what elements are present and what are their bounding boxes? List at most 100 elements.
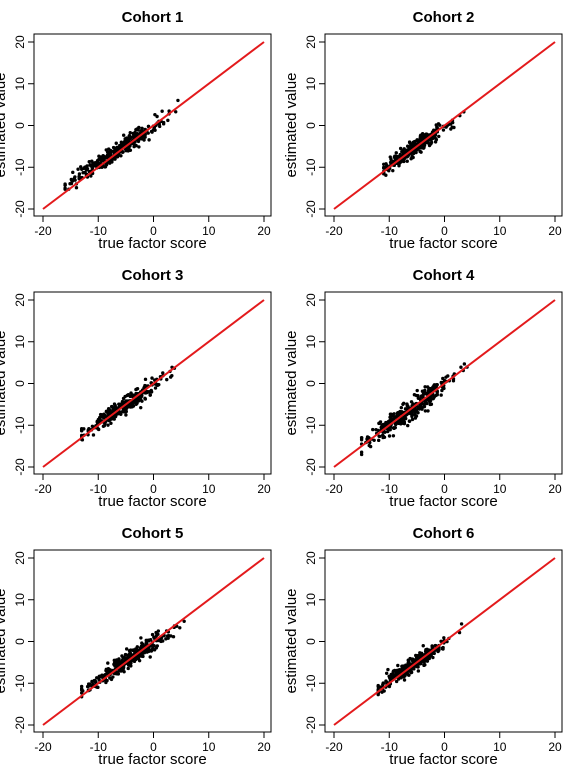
scatter-point xyxy=(409,142,413,147)
scatter-point xyxy=(394,154,398,159)
scatter-point xyxy=(402,678,407,682)
x-tick-label: 10 xyxy=(493,740,507,754)
y-axis-label: estimated value xyxy=(0,330,9,435)
scatter-point xyxy=(397,162,401,166)
scatter-point xyxy=(68,182,72,186)
identity-reference-line xyxy=(42,41,265,210)
x-tick-label: -10 xyxy=(90,482,108,496)
x-axis-label: true factor score xyxy=(389,235,497,252)
scatter-point xyxy=(392,426,396,430)
x-tick-label: -20 xyxy=(325,224,343,238)
x-axis-label: true factor score xyxy=(98,235,206,252)
scatter-point xyxy=(394,151,398,155)
scatter-point xyxy=(134,391,138,396)
scatter-point xyxy=(79,428,84,433)
scatter-point xyxy=(418,149,422,154)
scatter-point xyxy=(419,652,423,656)
scatter-point xyxy=(158,124,162,129)
scatter-point xyxy=(121,396,126,401)
y-tick-label: -20 xyxy=(304,458,318,476)
scatter-point xyxy=(133,657,137,662)
scatter-point xyxy=(393,422,398,426)
scatter-point xyxy=(90,166,95,170)
x-tick-label: 10 xyxy=(493,224,507,238)
scatter-point xyxy=(444,375,448,379)
scatter-point xyxy=(398,146,403,151)
scatter-point xyxy=(402,421,407,426)
scatter-point xyxy=(139,636,143,640)
scatter-point xyxy=(416,394,420,398)
scatter-point xyxy=(386,667,390,672)
scatter-point xyxy=(155,644,159,648)
scatter-point xyxy=(459,365,463,369)
scatter-point xyxy=(148,655,152,659)
scatter-point xyxy=(391,670,395,674)
scatter-point xyxy=(421,143,425,147)
scatter-point xyxy=(386,429,390,434)
scatter-point xyxy=(423,385,427,389)
scatter-point xyxy=(415,388,419,393)
scatter-point xyxy=(409,670,414,675)
scatter-point xyxy=(143,135,147,139)
scatter-point xyxy=(146,131,150,135)
scatter-point xyxy=(365,435,370,439)
scatter-point xyxy=(428,654,433,658)
x-tick-label: -10 xyxy=(381,740,399,754)
scatter-point xyxy=(97,419,102,423)
scatter-point xyxy=(77,172,82,176)
scatter-point xyxy=(95,676,99,680)
scatter-point xyxy=(69,177,73,182)
scatter-point xyxy=(77,175,82,179)
scatter-point xyxy=(387,434,392,438)
scatter-point xyxy=(146,124,151,129)
scatter-point xyxy=(154,634,159,638)
scatter-point xyxy=(412,141,416,146)
y-axis-label: estimated value xyxy=(0,72,9,177)
scatter-point xyxy=(121,133,126,137)
scatter-point xyxy=(431,384,436,389)
scatter-point xyxy=(156,629,161,633)
scatter-point xyxy=(152,635,156,639)
scatter-point xyxy=(152,643,156,648)
data-points xyxy=(63,98,180,191)
scatter-point xyxy=(104,148,108,152)
scatter-point xyxy=(407,419,412,423)
y-tick-label: -20 xyxy=(304,716,318,734)
scatter-point xyxy=(150,130,154,134)
scatter-point xyxy=(391,434,396,438)
scatter-point xyxy=(129,391,133,395)
scatter-point xyxy=(140,126,144,130)
scatter-point xyxy=(441,128,446,132)
scatter-point xyxy=(129,661,133,665)
scatter-point xyxy=(420,132,425,136)
y-tick-label: 20 xyxy=(13,293,27,307)
scatter-point xyxy=(424,398,428,403)
identity-reference-line xyxy=(42,557,265,726)
x-tick-label: 20 xyxy=(257,224,271,238)
scatter-point xyxy=(101,154,105,158)
scatter-point xyxy=(143,397,148,401)
scatter-point xyxy=(135,401,139,405)
chart-title: Cohort 6 xyxy=(413,525,475,542)
scatter-point xyxy=(147,138,151,142)
scatter-point xyxy=(157,638,162,643)
scatter-point xyxy=(428,397,432,401)
scatter-point xyxy=(126,653,130,658)
scatter-point xyxy=(100,673,104,677)
scatter-point xyxy=(422,663,426,668)
x-tick-label: 10 xyxy=(493,482,507,496)
scatter-point xyxy=(169,634,173,638)
scatter-point xyxy=(439,380,443,385)
scatter-point xyxy=(126,666,130,671)
chart-panel-3: Cohort 3 -20 -10 0 10 20 -20 -10 0 10 20 true facto… xyxy=(0,267,272,510)
chart-panel-2: Cohort 2 -20 -10 0 10 20 -20 -10 0 10 20 true facto… xyxy=(283,9,563,252)
chart-panel-4: Cohort 4 -20 -10 0 10 20 -20 -10 0 10 20 true facto… xyxy=(283,267,563,510)
scatter-point xyxy=(377,434,381,438)
y-tick-label: 20 xyxy=(304,293,318,307)
scatter-point xyxy=(440,646,444,651)
x-axis-label: true factor score xyxy=(389,751,497,768)
scatter-point xyxy=(89,174,93,178)
scatter-point xyxy=(63,183,67,187)
scatter-point xyxy=(377,421,381,426)
x-tick-label: -10 xyxy=(381,482,399,496)
